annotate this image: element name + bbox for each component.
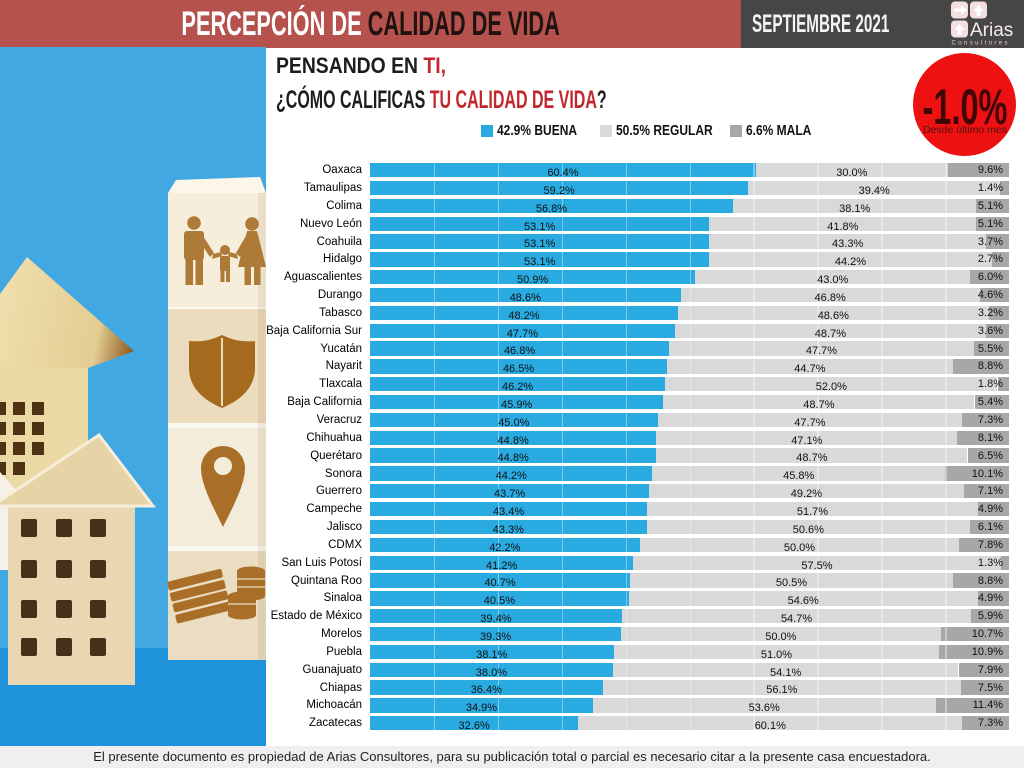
svg-text:Arias: Arias [970,20,1013,41]
svg-text:Consultores: Consultores [952,41,1010,47]
